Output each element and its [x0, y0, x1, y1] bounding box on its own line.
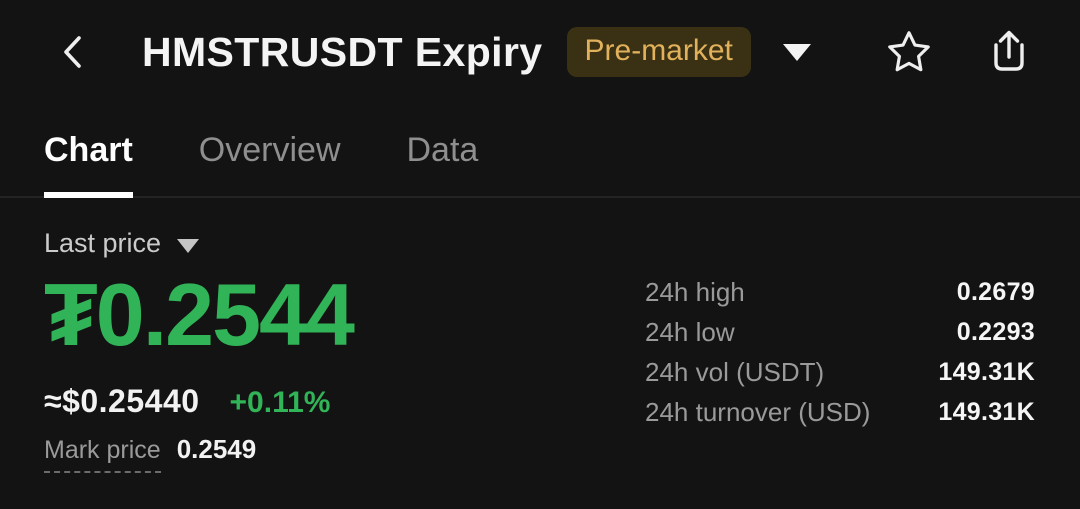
stat-value: 149.31K	[938, 357, 1035, 386]
share-icon	[986, 27, 1032, 77]
page-title: HMSTRUSDT Expiry	[142, 28, 543, 75]
back-button[interactable]	[56, 32, 90, 72]
stat-value: 149.31K	[938, 397, 1035, 426]
header-actions	[884, 27, 1032, 77]
stat-label: 24h low	[645, 316, 735, 347]
chevron-left-icon	[58, 32, 88, 72]
premarket-badge: Pre-market	[566, 27, 751, 77]
tab-data[interactable]: Data	[407, 104, 479, 196]
tab-chart[interactable]: Chart	[44, 104, 133, 198]
last-price-value: ₮0.2544	[44, 265, 355, 364]
stat-label: 24h vol (USDT)	[645, 356, 825, 387]
stat-label: 24h high	[645, 276, 745, 307]
favorite-button[interactable]	[884, 27, 934, 77]
stat-row-24h-vol: 24h vol (USDT) 149.31K	[645, 352, 1035, 392]
mark-price-value: 0.2549	[176, 434, 257, 464]
change-24h-badge: +0.11%	[229, 386, 331, 419]
star-icon	[884, 27, 934, 77]
approx-usd-value: ≈$0.25440	[44, 383, 200, 419]
caret-down-icon	[177, 238, 200, 253]
header: HMSTRUSDT Expiry Pre-market	[0, 0, 1080, 104]
price-panel: Last price ₮0.2544 ≈$0.25440 +0.11% Mark…	[44, 228, 355, 473]
price-type-label: Last price	[44, 228, 162, 258]
market-selector-caret-icon[interactable]	[782, 43, 811, 61]
approx-row: ≈$0.25440 +0.11%	[44, 383, 353, 420]
stat-value: 0.2293	[956, 317, 1035, 346]
stat-row-24h-high: 24h high 0.2679	[645, 272, 1035, 312]
price-type-selector[interactable]: Last price	[44, 228, 353, 259]
stat-label: 24h turnover (USD)	[645, 396, 871, 427]
stats-panel: 24h high 0.2679 24h low 0.2293 24h vol (…	[645, 272, 1035, 432]
stat-value: 0.2679	[956, 277, 1035, 306]
tab-bar: Chart Overview Data	[0, 104, 1080, 198]
tab-overview[interactable]: Overview	[199, 104, 341, 196]
mark-price-row: Mark price 0.2549	[44, 434, 353, 473]
stat-row-24h-low: 24h low 0.2293	[645, 312, 1035, 352]
share-button[interactable]	[986, 27, 1032, 77]
stat-row-24h-turnover: 24h turnover (USD) 149.31K	[645, 392, 1035, 432]
mark-price-label[interactable]: Mark price	[44, 436, 161, 473]
